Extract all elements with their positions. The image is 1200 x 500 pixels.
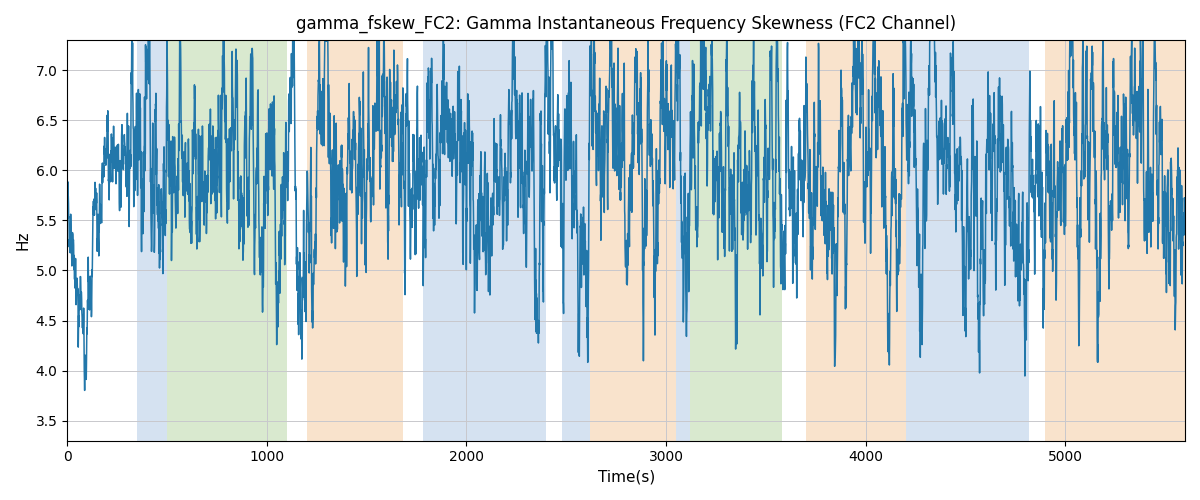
Bar: [590, 40, 676, 440]
Bar: [307, 40, 402, 440]
Bar: [676, 40, 690, 440]
X-axis label: Time(s): Time(s): [598, 470, 655, 485]
Bar: [906, 40, 1030, 440]
Bar: [167, 40, 287, 440]
Bar: [422, 40, 546, 440]
Bar: [805, 40, 906, 440]
Y-axis label: Hz: Hz: [16, 230, 30, 250]
Bar: [690, 40, 782, 440]
Title: gamma_fskew_FC2: Gamma Instantaneous Frequency Skewness (FC2 Channel): gamma_fskew_FC2: Gamma Instantaneous Fre…: [296, 15, 956, 34]
Bar: [137, 40, 167, 440]
Bar: [563, 40, 590, 440]
Bar: [1045, 40, 1186, 440]
